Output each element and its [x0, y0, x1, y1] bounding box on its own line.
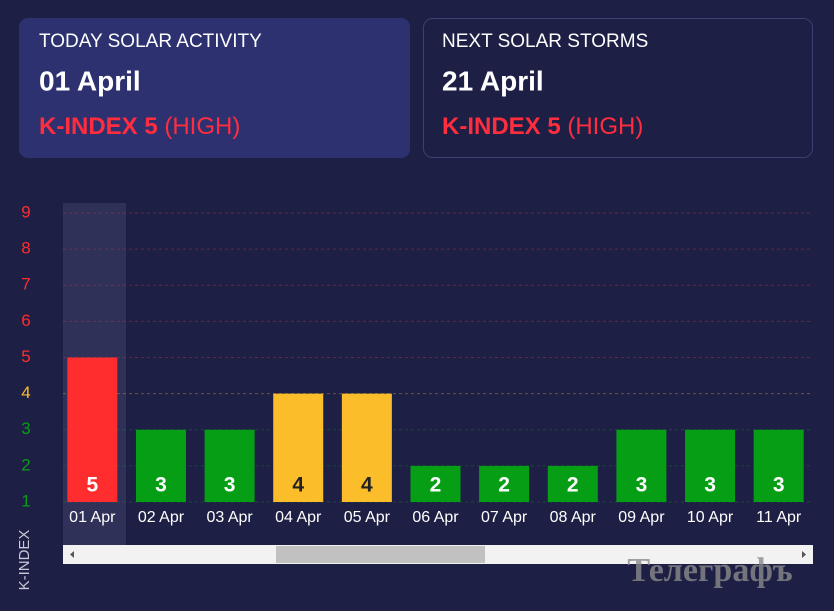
x-tick-label: 06 Apr — [412, 509, 459, 526]
scroll-right[interactable] — [802, 551, 806, 558]
card-label: NEXT SOLAR STORMS — [442, 31, 648, 52]
y-tick-label: 2 — [21, 455, 30, 474]
bar-value-label: 2 — [567, 474, 579, 497]
x-tick-label: 01 Apr — [69, 509, 116, 526]
bar — [685, 429, 736, 502]
y-tick-label: 7 — [21, 275, 30, 294]
x-tick-label: 08 Apr — [550, 509, 597, 526]
level: (HIGH) — [567, 113, 643, 140]
y-axis-label: K-INDEX — [16, 530, 33, 591]
y-tick-label: 9 — [21, 202, 30, 221]
bar-value-label: 4 — [361, 474, 373, 497]
card-index: K-INDEX 5 (HIGH) — [39, 113, 240, 140]
card-index: K-INDEX 5 (HIGH) — [442, 113, 643, 140]
x-tick-label: 05 Apr — [344, 509, 391, 526]
card[interactable] — [423, 18, 813, 158]
bar-value-label: 4 — [292, 474, 304, 497]
bar-value-label: 3 — [636, 474, 648, 497]
bar — [273, 393, 324, 502]
bar-value-label: 3 — [704, 474, 716, 497]
watermark: Телеграфъ — [627, 552, 792, 589]
index: K-INDEX 5 — [39, 113, 158, 140]
y-tick-label: 1 — [21, 491, 30, 510]
x-tick-label: 04 Apr — [275, 509, 322, 526]
card-date: 21 April — [442, 65, 544, 96]
x-tick-label: 02 Apr — [138, 509, 185, 526]
y-tick-label: 6 — [21, 311, 30, 330]
x-tick-label: 07 Apr — [481, 509, 528, 526]
x-tick-label: 09 Apr — [618, 509, 665, 526]
bar-value-label: 5 — [86, 474, 98, 497]
card-label: TODAY SOLAR ACTIVITY — [39, 31, 262, 52]
bar — [341, 393, 392, 502]
scroll-thumb[interactable] — [276, 546, 485, 563]
card-date: 01 April — [39, 65, 141, 96]
bar-value-label: 3 — [155, 474, 167, 497]
bar — [410, 465, 461, 502]
y-tick-label: 4 — [21, 383, 30, 402]
bar-value-label: 2 — [498, 474, 510, 497]
bar — [616, 429, 667, 502]
y-tick-label: 3 — [21, 419, 30, 438]
bar — [204, 429, 255, 502]
y-tick-label: 8 — [21, 239, 30, 258]
bar-value-label: 2 — [430, 474, 442, 497]
bar — [67, 357, 118, 502]
bar — [753, 429, 804, 502]
bar-value-label: 3 — [224, 474, 236, 497]
bar — [479, 465, 530, 502]
bar — [135, 429, 186, 502]
x-tick-label: 10 Apr — [687, 509, 734, 526]
y-tick-label: 5 — [21, 347, 30, 366]
x-tick-label: 03 Apr — [206, 509, 253, 526]
bar-value-label: 3 — [773, 474, 785, 497]
x-tick-label: 11 Apr — [756, 509, 802, 526]
bar — [547, 465, 598, 502]
scroll-left[interactable] — [70, 551, 74, 558]
level: (HIGH) — [164, 113, 240, 140]
card[interactable] — [19, 18, 410, 158]
index: K-INDEX 5 — [442, 113, 561, 140]
